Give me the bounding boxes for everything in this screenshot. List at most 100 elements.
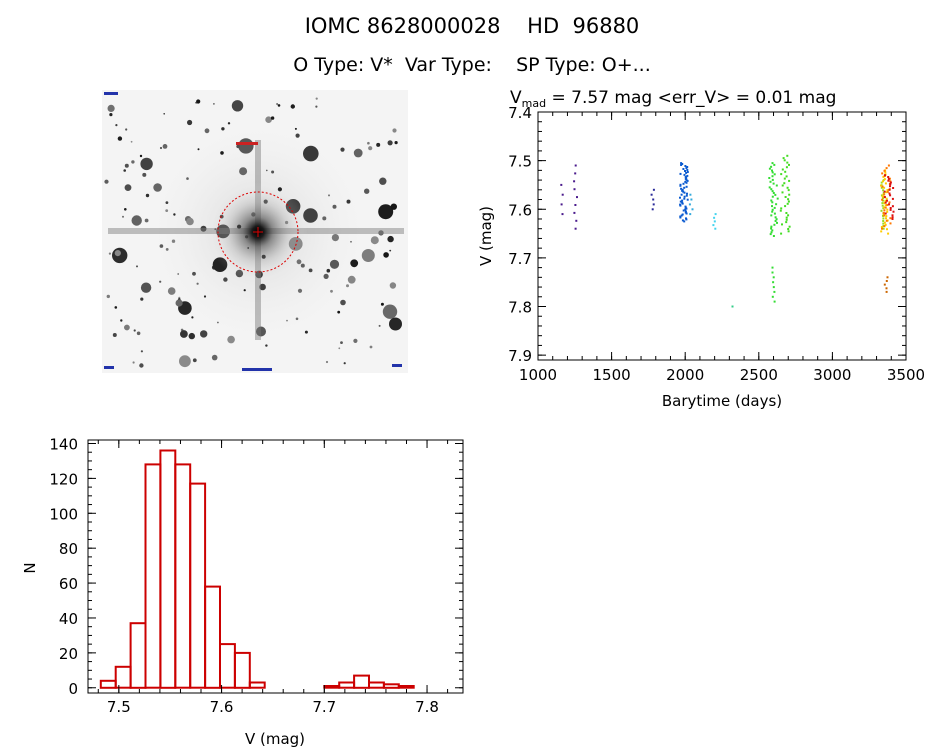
light-curve-point — [880, 194, 883, 197]
light-curve-point — [712, 224, 715, 227]
hist-x-tick-label: 7.5 — [107, 698, 131, 716]
light-curve-point — [771, 266, 774, 269]
light-curve-point — [788, 193, 791, 196]
field-star — [294, 127, 297, 130]
field-star — [308, 268, 313, 273]
histogram-plot-frame — [87, 439, 464, 694]
field-star — [132, 361, 135, 364]
light-curve-point — [880, 181, 883, 184]
y-tick-label: 7.8 — [508, 299, 532, 317]
light-curve-point — [773, 223, 776, 226]
light-curve-point — [889, 208, 892, 211]
field-star — [332, 204, 337, 209]
light-curve-point — [773, 212, 776, 215]
field-star — [231, 100, 244, 112]
field-star — [140, 297, 144, 301]
field-star — [364, 188, 370, 194]
hist-y-tick-label: 120 — [49, 470, 78, 488]
light-curve-point — [884, 204, 887, 207]
light-curve-point — [684, 180, 687, 183]
field-star — [136, 265, 138, 268]
light-curve-point — [770, 231, 773, 234]
light-curve-point — [574, 227, 577, 230]
field-star — [186, 217, 194, 226]
light-curve-point — [680, 214, 683, 217]
image-corner-label-bl — [104, 366, 114, 369]
light-curve-point — [682, 209, 685, 212]
light-curve-point — [780, 232, 783, 235]
histogram-bar — [189, 482, 207, 689]
x-tick-label: 1000 — [519, 366, 557, 384]
field-star — [159, 244, 164, 248]
x-tick-label: 3500 — [887, 366, 925, 384]
light-curve-point — [884, 201, 887, 204]
light-curve-point — [770, 225, 773, 228]
light-curve-point — [891, 197, 894, 200]
light-curve-point — [787, 200, 790, 203]
light-curve-point — [785, 212, 788, 214]
field-star — [153, 183, 162, 192]
light-curve-point — [883, 202, 886, 205]
field-star — [196, 99, 201, 104]
light-curve-point — [884, 223, 887, 226]
field-star — [361, 249, 375, 262]
light-curve-point — [885, 290, 888, 293]
light-curve-point — [883, 225, 886, 228]
light-curve-point — [779, 209, 782, 212]
light-curve-point — [768, 186, 771, 189]
hist-x-tick-label: 7.7 — [312, 698, 336, 716]
light-curve-point — [771, 162, 774, 165]
light-curve-point — [685, 218, 688, 221]
light-curve-point — [888, 188, 891, 191]
light-curve-point — [560, 183, 563, 186]
field-star — [104, 179, 109, 184]
field-star — [295, 317, 299, 321]
light-curve-point — [884, 182, 887, 185]
light-curve-point — [681, 163, 684, 165]
light-curve-point — [684, 170, 686, 172]
histogram-bar — [382, 683, 400, 689]
light-curve-point — [686, 179, 689, 182]
light-curve-point — [887, 232, 890, 235]
light-curve-point — [892, 210, 895, 213]
field-star — [115, 124, 118, 127]
light-curve-point — [576, 196, 578, 199]
light-curve-point — [774, 220, 777, 222]
light-curve-xlabel: Barytime (days) — [662, 392, 782, 410]
light-curve-point — [883, 283, 886, 286]
light-curve-point — [885, 191, 888, 194]
light-curve-point — [784, 170, 787, 173]
light-curve-point — [772, 286, 775, 289]
chart-title-object: IOMC 8628000028 HD 96880 — [304, 14, 640, 38]
field-star — [300, 263, 305, 268]
light-curve-point — [885, 280, 888, 282]
field-star — [106, 294, 110, 299]
light-curve-point — [686, 198, 689, 201]
field-star — [367, 141, 370, 145]
light-curve-point — [885, 219, 888, 222]
light-curve-point — [882, 189, 885, 192]
histogram-xlabel: V (mag) — [245, 730, 305, 747]
light-curve-point — [776, 221, 778, 224]
light-curve-points — [560, 154, 895, 308]
field-star — [370, 236, 379, 245]
field-star — [270, 116, 275, 120]
y-tick-label: 7.7 — [508, 250, 532, 268]
light-curve-point — [884, 212, 887, 215]
title-v: V — [510, 88, 522, 108]
light-curve-point — [770, 188, 773, 191]
light-curve-point — [686, 192, 688, 195]
field-star — [238, 138, 254, 154]
light-curve-point — [891, 218, 894, 220]
light-curve-point — [787, 228, 790, 230]
light-curve-point — [885, 217, 887, 220]
field-star — [326, 268, 331, 273]
field-star — [323, 273, 329, 279]
light-curve-point — [783, 159, 786, 162]
hist-y-tick-label: 80 — [59, 540, 78, 558]
light-curve-point — [889, 222, 892, 225]
light-curve-point — [891, 216, 894, 219]
light-curve-point — [680, 193, 683, 196]
light-curve-point — [773, 173, 776, 176]
light-curve-point — [883, 206, 886, 209]
